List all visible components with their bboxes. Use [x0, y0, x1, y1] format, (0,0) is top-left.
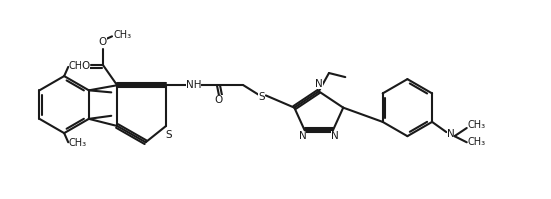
Text: O: O	[99, 37, 107, 48]
Text: S: S	[166, 130, 172, 140]
Text: N: N	[446, 129, 454, 139]
Text: CH₃: CH₃	[68, 138, 87, 148]
Text: O: O	[215, 95, 223, 104]
Text: CH₃: CH₃	[68, 61, 87, 71]
Text: S: S	[258, 93, 265, 102]
Text: CH₃: CH₃	[468, 137, 486, 147]
Text: CH₃: CH₃	[113, 30, 131, 40]
Text: N: N	[315, 79, 323, 89]
Text: CH₃: CH₃	[468, 120, 486, 130]
Text: O: O	[82, 61, 90, 71]
Text: N: N	[299, 131, 306, 141]
Text: NH: NH	[186, 80, 201, 90]
Text: N: N	[331, 131, 339, 141]
